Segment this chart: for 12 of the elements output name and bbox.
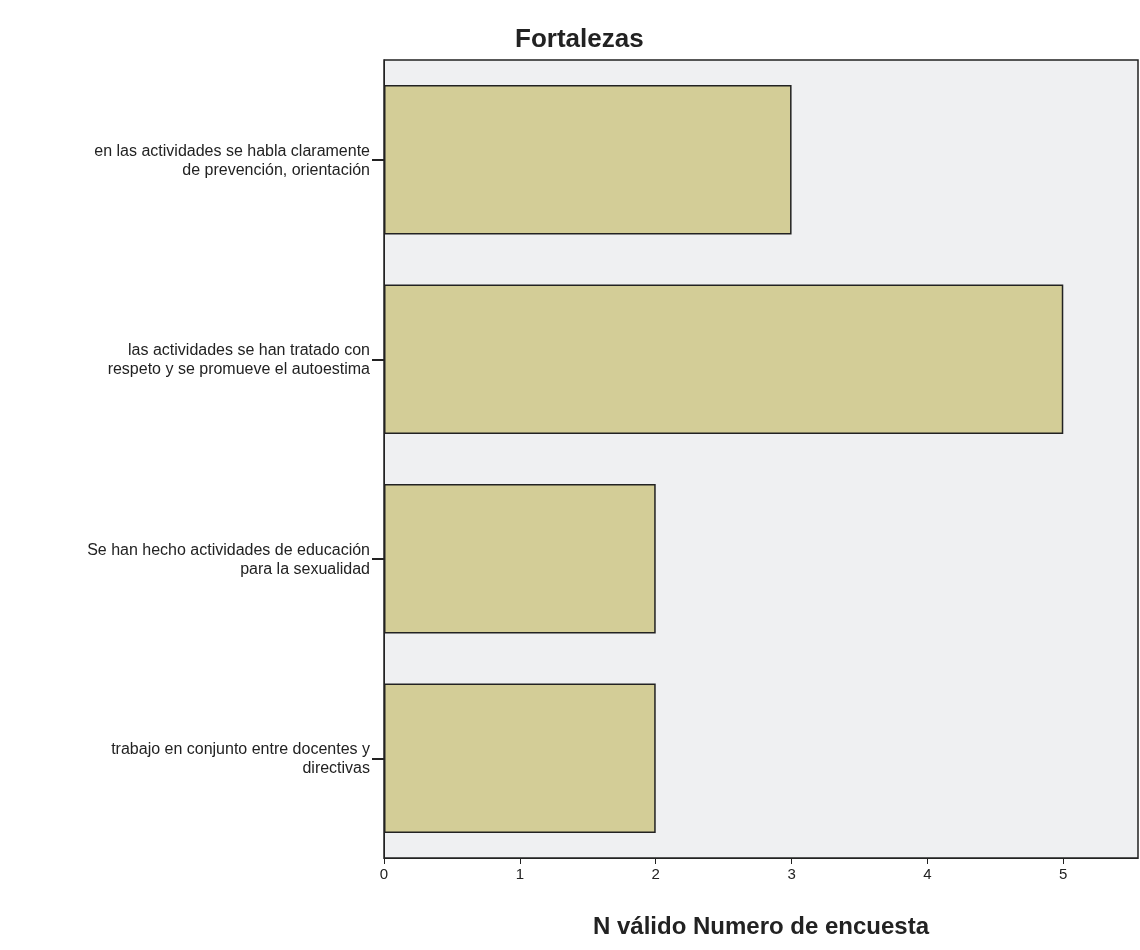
x-tick-label: 5 — [1059, 865, 1068, 882]
x-tick-label: 0 — [379, 865, 389, 882]
x-tick-label: 1 — [515, 865, 525, 882]
chart-title: Fortalezas — [515, 23, 644, 53]
y-tick-label: en las actividades se habla claramente de prevención, orientación — [94, 141, 371, 178]
y-tick-label: las actividades se han tratado con respeto y se promueve el autoestima — [107, 341, 371, 378]
y-tick-label: trabajo en conjunto entre docentes y directivas — [111, 740, 370, 777]
x-tick-label: 3 — [787, 865, 796, 882]
x-tick-label: 2 — [651, 865, 660, 882]
y-tick-label: Se han hecho actividades de educación para la sexualidad — [87, 540, 370, 577]
x-axis-title: N válido Numero de encuesta — [592, 911, 930, 939]
x-tick-label: 4 — [923, 865, 932, 882]
